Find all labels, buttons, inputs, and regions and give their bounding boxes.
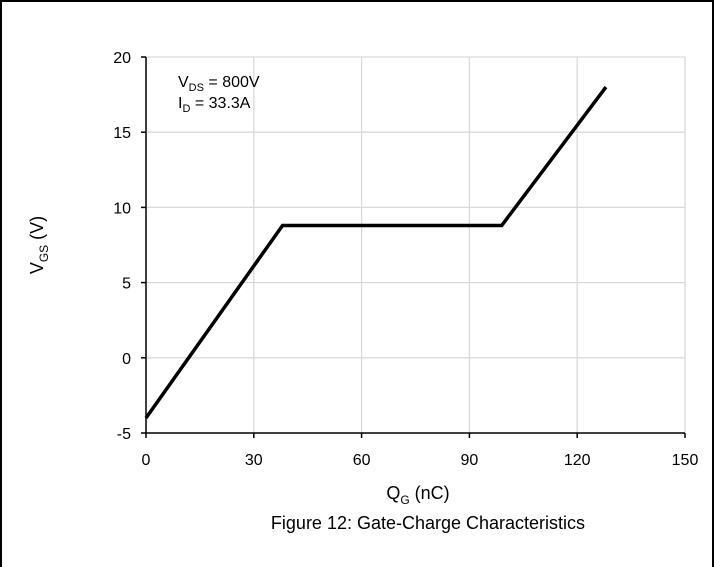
x-tick-label-30: 30 [245, 452, 263, 469]
annotation-id-rest: = 33.3A [190, 95, 250, 112]
x-tick-labels: 0 30 60 90 120 150 [142, 452, 699, 469]
axes [141, 56, 686, 438]
x-tick-label-0: 0 [142, 452, 151, 469]
annotation-vds-sub: DS [189, 82, 204, 94]
y-tick-label-10: 10 [113, 200, 131, 217]
series-line-0 [144, 86, 608, 419]
figure-caption: Figure 12: Gate-Charge Characteristics [271, 513, 585, 533]
y-axis-label-sub: GS [37, 245, 51, 262]
x-tick-label-120: 120 [564, 452, 591, 469]
annotation-id-main: I [178, 95, 182, 112]
series-group [144, 86, 608, 419]
y-axis-label: VGS (V) [27, 216, 51, 274]
y-tick-label-20: 20 [113, 50, 131, 67]
x-tick-label-150: 150 [672, 452, 699, 469]
y-axis-label-rest: (V) [27, 216, 47, 245]
x-axis-label-sub: G [400, 493, 409, 507]
y-tick-label-0: 0 [122, 351, 131, 368]
annotation-id-sub: D [182, 103, 190, 115]
x-axis-label-rest: (nC) [410, 483, 450, 503]
annotation-vds: VDS = 800V [178, 74, 260, 94]
annotation-id: ID = 33.3A [178, 95, 251, 115]
y-tick-label-15: 15 [113, 125, 131, 142]
x-axis-label: QG (nC) [386, 483, 449, 507]
y-axis-label-main: V [27, 262, 47, 274]
y-tick-label--5: -5 [117, 426, 131, 443]
annotation-vds-rest: = 800V [204, 74, 260, 91]
grid [146, 56, 686, 433]
x-tick-label-60: 60 [353, 452, 371, 469]
y-tick-label-5: 5 [122, 276, 131, 293]
annotation-vds-main: V [178, 74, 189, 91]
x-axis-label-main: Q [386, 483, 400, 503]
x-tick-label-90: 90 [461, 452, 479, 469]
y-tick-labels: -5 0 5 10 15 20 [113, 50, 131, 443]
